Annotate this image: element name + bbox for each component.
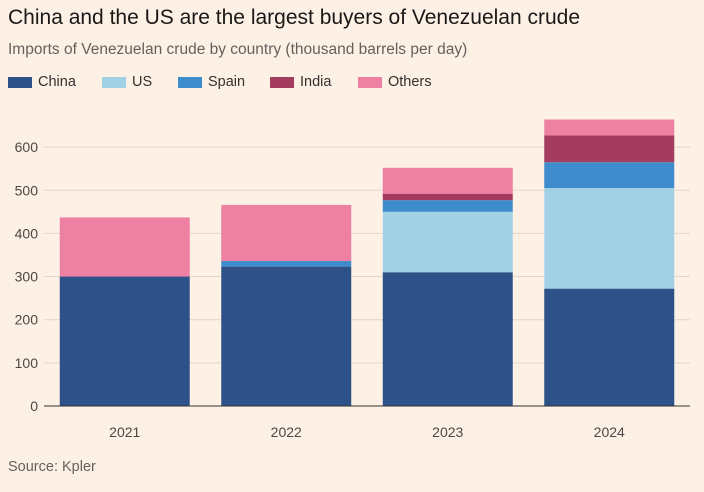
bar-2022-spain (221, 261, 352, 267)
legend-label-china: China (38, 74, 76, 90)
source-note: Source: Kpler (8, 459, 96, 475)
y-tick-label-300: 300 (15, 269, 39, 285)
legend: China US Spain India Others (8, 74, 432, 90)
legend-swatch-china (8, 76, 32, 88)
bar-2021-china (59, 276, 190, 406)
bar-2023-spain (382, 200, 513, 212)
legend-swatch-spain (178, 76, 202, 88)
bar-2023-us (382, 211, 513, 273)
bar-2023-china (382, 272, 513, 406)
bar-2021-others (59, 217, 190, 277)
legend-item-others: Others (358, 74, 432, 90)
bar-2024-spain (544, 162, 675, 189)
bar-2023-india (382, 193, 513, 201)
bar-2022-china (221, 266, 352, 406)
bar-2024-us (544, 188, 675, 289)
legend-item-india: India (270, 74, 358, 90)
chart-subtitle: Imports of Venezuelan crude by country (… (8, 41, 468, 58)
legend-item-us: US (102, 74, 178, 90)
legend-item-china: China (8, 74, 102, 90)
x-tick-label-2024: 2024 (594, 424, 625, 440)
x-tick-label-2021: 2021 (109, 424, 140, 440)
x-tick-label-2023: 2023 (432, 424, 463, 440)
y-tick-label-0: 0 (30, 398, 38, 414)
legend-label-us: US (132, 74, 153, 90)
legend-label-spain: Spain (208, 74, 246, 90)
y-tick-label-200: 200 (15, 312, 39, 328)
y-tick-label-400: 400 (15, 225, 39, 241)
y-tick-label-500: 500 (15, 182, 39, 198)
bar-2023-others (382, 167, 513, 194)
chart-title: China and the US are the largest buyers … (8, 6, 581, 29)
legend-swatch-others (358, 76, 382, 88)
bar-2022-others (221, 204, 352, 262)
y-tick-label-600: 600 (15, 139, 39, 155)
legend-label-others: Others (388, 74, 432, 90)
legend-swatch-india (270, 76, 294, 88)
y-tick-label-100: 100 (15, 355, 39, 371)
bar-2024-india (544, 135, 675, 163)
bar-2024-others (544, 119, 675, 136)
x-tick-label-2022: 2022 (271, 424, 302, 440)
bar-2024-china (544, 288, 675, 406)
legend-item-spain: Spain (178, 74, 270, 90)
legend-swatch-us (102, 76, 126, 88)
legend-label-india: India (300, 74, 332, 90)
